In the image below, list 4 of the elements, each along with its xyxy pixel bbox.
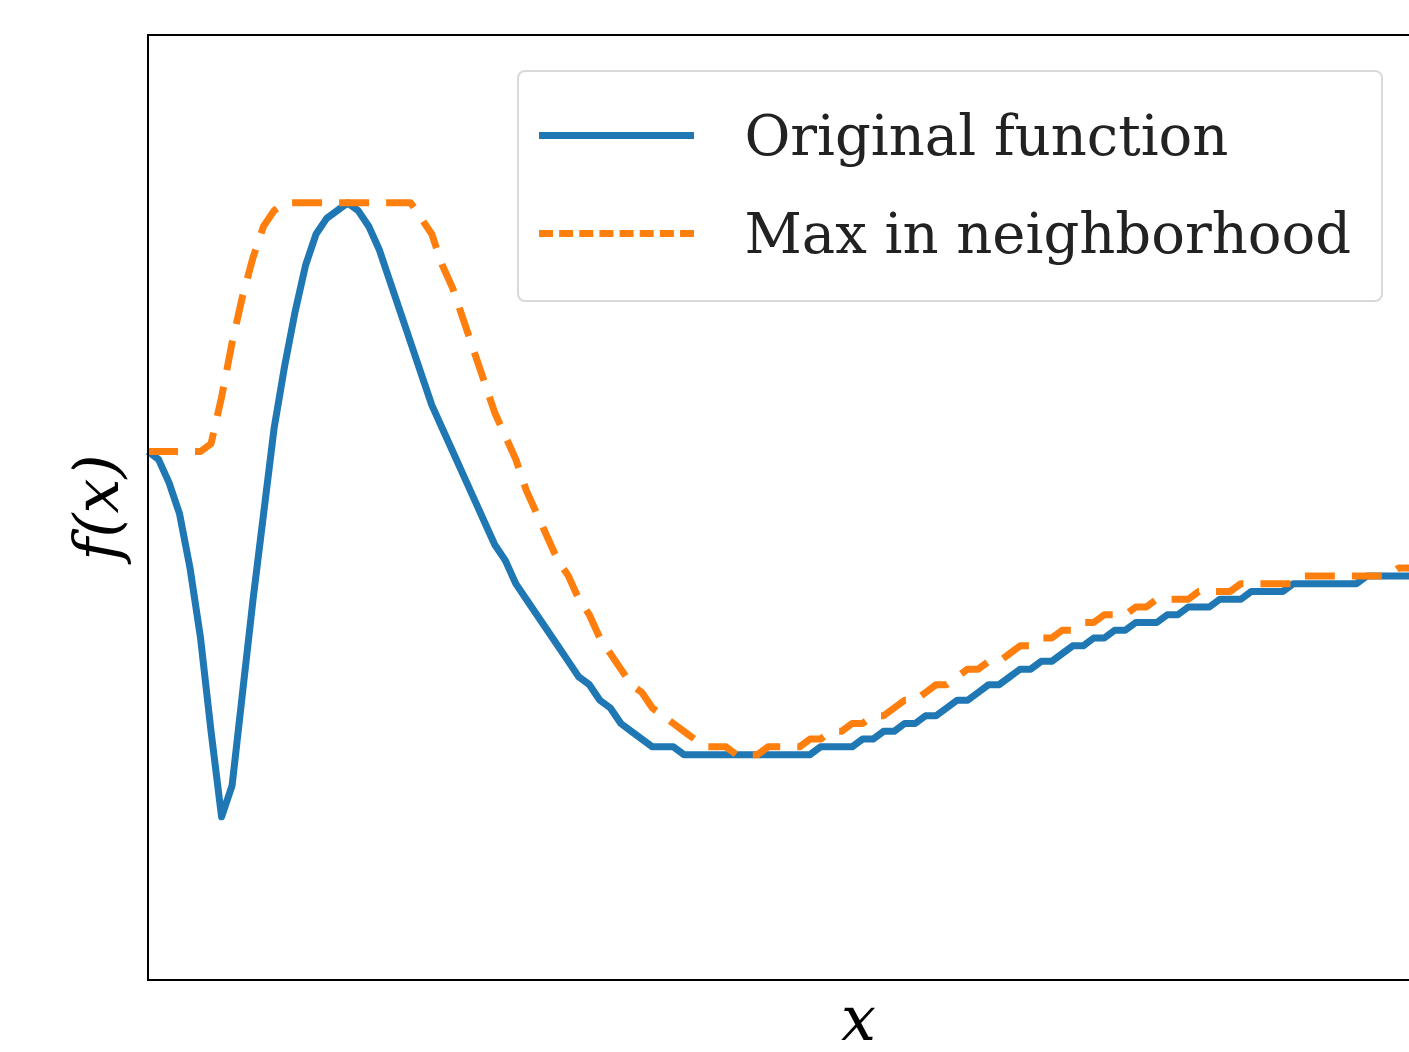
legend-label: Original function bbox=[744, 102, 1229, 168]
y-axis-title: f(x) bbox=[60, 454, 133, 565]
legend-label: Max in neighborhood bbox=[744, 200, 1351, 266]
x-axis-title: x bbox=[841, 982, 877, 1052]
